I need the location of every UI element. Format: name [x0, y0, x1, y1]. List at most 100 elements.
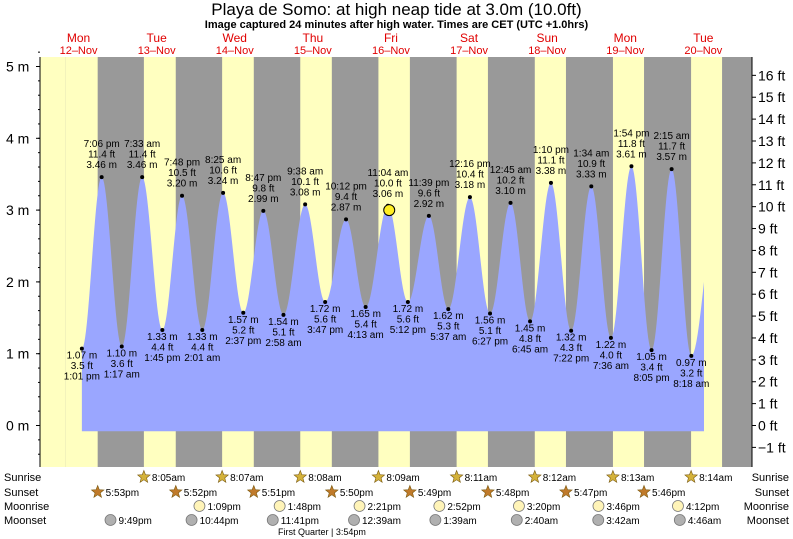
tide-label: 1:34 am [573, 148, 609, 159]
tide-label: 11.7 ft [658, 142, 685, 153]
tide-point [200, 328, 205, 333]
tide-point [180, 193, 185, 198]
tide-label: 1.10 m [106, 349, 137, 360]
sunrise-icon [606, 469, 620, 483]
tide-label: 6:45 am [512, 344, 548, 355]
tide-label: 3.5 ft [71, 361, 93, 372]
sunset-icon [90, 484, 105, 498]
moonrise-icon [193, 500, 206, 512]
tide-label: 1:01 pm [64, 372, 100, 383]
tide-label: 3.2 ft [680, 368, 702, 379]
tide-label: 1.32 m [556, 333, 587, 344]
sunrise-time: 8:05am [152, 473, 185, 484]
tide-label: 7:48 pm [164, 158, 200, 169]
moonset-time: 12:39am [362, 516, 401, 527]
y-tick-label-ft: 14 ft [758, 111, 785, 127]
tide-point [669, 167, 674, 172]
sunrise-icon [293, 469, 308, 483]
moonset-time: 11:41pm [281, 516, 319, 527]
sunset-icon [402, 484, 417, 498]
tide-label: 11.1 ft [537, 155, 564, 166]
y-tick-label-ft: 10 ft [758, 199, 785, 215]
tide-label: 5.1 ft [272, 327, 294, 338]
tide-label: 8:25 am [205, 155, 241, 166]
day-header-date: 15–Nov [294, 45, 332, 57]
moonset-icon [429, 514, 442, 526]
tide-label: 5.4 ft [355, 320, 377, 331]
moonset-time: 1:39am [443, 516, 476, 527]
tide-point [79, 346, 84, 351]
tide-point [467, 195, 472, 200]
tide-label: 4.4 ft [151, 343, 173, 354]
tide-point [405, 300, 410, 305]
tide-label: 3.20 m [167, 179, 198, 190]
tide-label: 2:58 am [265, 338, 301, 349]
moonset-icon [673, 514, 686, 526]
tide-label: 10.2 ft [497, 175, 525, 186]
sunrise-time: 8:08am [308, 473, 341, 484]
moonrise-time: 3:20pm [527, 502, 560, 513]
tide-label: 9:38 am [287, 166, 323, 177]
tide-point [426, 213, 431, 218]
tide-point [119, 344, 124, 349]
tide-label: 6:27 pm [472, 336, 508, 347]
sunset-row-label-right: Sunset [755, 487, 789, 499]
tide-label: 11.4 ft [88, 150, 115, 161]
tide-label: 11.4 ft [129, 150, 156, 161]
tide-label: 7:22 pm [553, 354, 589, 365]
sunset-icon [480, 484, 495, 498]
tide-label: 1:54 pm [613, 128, 649, 139]
tide-label: 3.4 ft [640, 363, 662, 374]
sunset-time: 5:52pm [184, 488, 217, 499]
tide-label: 2.87 m [331, 202, 362, 213]
tide-point [528, 319, 533, 324]
moonset-icon [348, 514, 360, 526]
moonset-time: 4:46am [688, 516, 721, 527]
y-tick-label-m: 4 m [6, 130, 29, 146]
tide-point [608, 335, 613, 340]
y-tick-label-ft: 13 ft [758, 133, 785, 149]
day-header-name: Mon [614, 31, 637, 45]
moonrise-time: 3:46pm [606, 502, 639, 513]
tide-label: 7:06 pm [84, 139, 120, 150]
tide-label: 1.56 m [475, 315, 506, 326]
sunset-row-label-left: Sunset [4, 487, 38, 499]
tide-label: 3.46 m [86, 160, 117, 171]
sunset-time: 5:46pm [652, 488, 685, 499]
tide-area [81, 166, 704, 432]
tide-point [488, 311, 493, 316]
tide-label: 3:47 pm [307, 325, 343, 336]
tide-point [99, 175, 104, 180]
moonset-icon [266, 514, 279, 526]
day-header-name: Sat [460, 31, 479, 45]
sunrise-time: 8:11am [465, 473, 498, 484]
tide-label: 3.18 m [455, 180, 486, 191]
tide-label: 4.0 ft [600, 350, 622, 361]
moon-phase-label: First Quarter | 3:54pm [278, 527, 366, 537]
tide-label: 8:18 am [673, 379, 709, 390]
day-header-date: 19–Nov [606, 45, 644, 57]
tide-label: 9.6 ft [418, 188, 440, 199]
moonset-time: 3:42am [606, 516, 639, 527]
tide-label: 3.6 ft [111, 359, 133, 370]
tide-label: 1.57 m [228, 315, 259, 326]
tide-label: 2.92 m [414, 199, 445, 210]
tide-label: 1.05 m [636, 352, 667, 363]
day-header-name: Thu [303, 31, 324, 45]
y-tick-label-m: 2 m [6, 274, 29, 290]
y-tick-label-ft: 2 ft [758, 374, 778, 390]
tide-point [281, 312, 286, 317]
sunrise-icon [684, 469, 699, 483]
tide-label: 3.61 m [616, 149, 647, 160]
day-header-date: 12–Nov [60, 45, 98, 57]
chart-subtitle: Image captured 24 minutes after high wat… [204, 19, 589, 31]
tide-label: 3.10 m [495, 186, 526, 197]
tide-label: 10.5 ft [168, 168, 196, 179]
y-tick-label-m: 5 m [6, 59, 29, 75]
moonrise-time: 2:21pm [368, 502, 401, 513]
tide-label: 4.4 ft [191, 343, 213, 354]
tide-point [140, 175, 145, 180]
tide-point [241, 310, 246, 315]
tide-point [629, 164, 634, 169]
tide-label: 2:37 pm [225, 336, 261, 347]
